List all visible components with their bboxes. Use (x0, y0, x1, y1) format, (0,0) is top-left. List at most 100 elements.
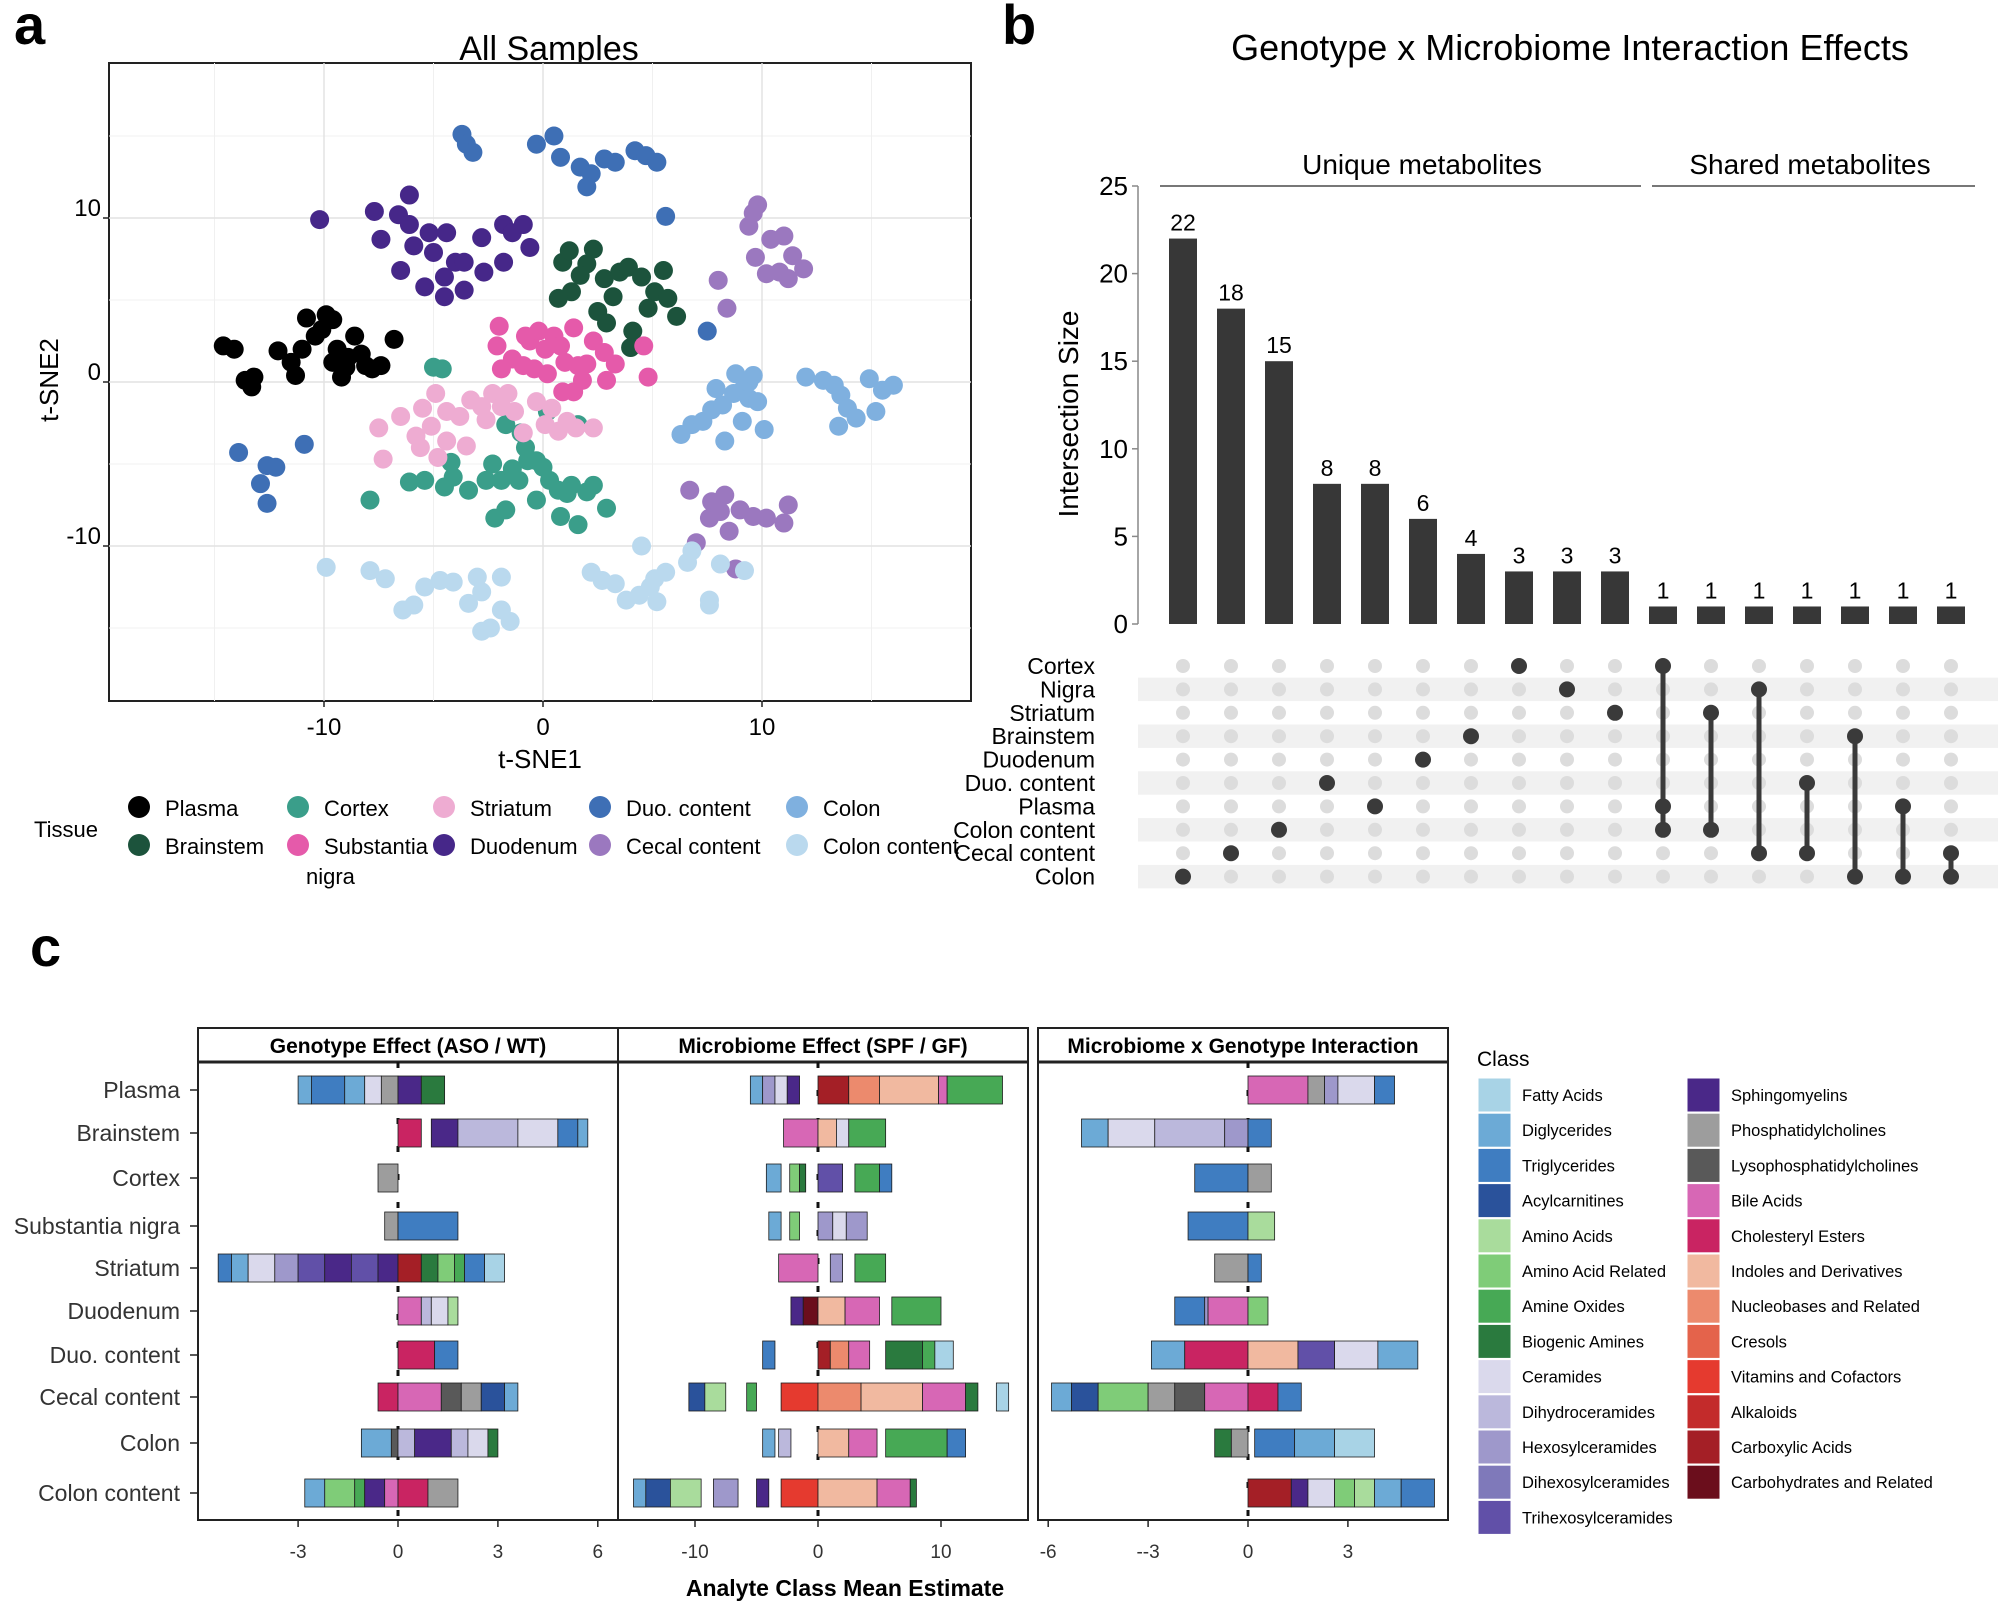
matrix-dot-empty (1464, 752, 1478, 767)
row-label-colon-content: Colon content (38, 1480, 181, 1506)
matrix-dot-empty (1944, 729, 1958, 744)
matrix-dot-empty (1608, 682, 1622, 697)
matrix-dot-empty (1656, 846, 1670, 861)
matrix-dot-empty (1272, 752, 1286, 767)
bar-segment-carboxylic-acids (1247, 1478, 1292, 1508)
matrix-dot-filled (1463, 728, 1479, 745)
bar-segment-amino-acid-related (324, 1478, 356, 1508)
bar-segment-phosphatidylcholines (377, 1163, 399, 1193)
bar-segment-bile-acids (1204, 1382, 1249, 1412)
bar-segment-sphingomyelins (430, 1118, 459, 1148)
bar-segment-indoles-and-derivatives (1247, 1340, 1299, 1370)
point-plasma (332, 367, 352, 387)
matrix-dot-empty (1560, 799, 1574, 814)
legend-label-amine-oxides: Amine Oxides (1522, 1298, 1625, 1316)
legend-swatch-alkaloids (1686, 1394, 1721, 1430)
matrix-dot-empty (1176, 776, 1190, 790)
bar-segment-triglycerides (762, 1340, 776, 1370)
intersection-bar (1793, 606, 1821, 624)
legend-swatch-indoles-and-derivatives (1686, 1253, 1721, 1289)
point-duo-content (647, 152, 667, 172)
matrix-dot-empty (1224, 659, 1238, 673)
bar-segment-phosphatidylcholines (1247, 1163, 1272, 1193)
bar-segment-amine-oxides (891, 1296, 942, 1326)
series-colon (671, 364, 903, 451)
bar-segment-amino-acids (447, 1296, 459, 1326)
legend-swatch-colon-content (786, 834, 808, 856)
x-tick-label: --3 (1136, 1542, 1159, 1563)
point-cortex (561, 475, 581, 495)
point-substantia-nigra (553, 382, 573, 402)
bar-segment-biogenic-amines (799, 1163, 807, 1193)
point-cecal-content (794, 259, 814, 279)
legend-swatch-biogenic-amines (1477, 1323, 1512, 1359)
intersection-bar (1697, 606, 1725, 624)
matrix-dot-empty (1464, 869, 1478, 884)
legend-label-duo-content: Duo. content (626, 796, 751, 821)
bar-segment-amino-acid-related (1247, 1296, 1269, 1326)
point-colon (726, 364, 746, 384)
legend-swatch-diglycerides (1477, 1112, 1512, 1148)
bar-segment-biogenic-amines (885, 1340, 923, 1370)
bar-segment-carboxylic-acids (397, 1253, 422, 1283)
bar-segment-bile-acids (778, 1253, 819, 1283)
class-estimate-panel: Genotype Effect (ASO / WT) -3 0 3 6 Microbiom… (14, 1027, 1933, 1601)
bar-segment-amine-oxides (854, 1163, 880, 1193)
bar-segment-amine-oxides (885, 1428, 948, 1458)
point-cecal-content (756, 508, 776, 528)
point-colon-content (699, 595, 719, 615)
bar-segment-indoles-and-derivatives (817, 1428, 850, 1458)
point-striatum (542, 398, 562, 418)
tsne-x-axis-label: t-SNE1 (498, 744, 582, 774)
bar-value-label: 8 (1369, 455, 1382, 481)
point-duodenum (404, 236, 424, 256)
point-striatum (476, 410, 496, 430)
facet-title: Microbiome Effect (SPF / GF) (678, 1035, 967, 1058)
set-label-brainstem: Brainstem (991, 723, 1095, 749)
bar-segment-triglycerides (1374, 1075, 1395, 1105)
point-striatum (526, 392, 546, 412)
bar-value-label: 1 (1945, 577, 1958, 603)
unique-group-label: Unique metabolites (1302, 149, 1542, 180)
matrix-dot-empty (1512, 822, 1526, 837)
legend-swatch-amine-oxides (1477, 1288, 1512, 1324)
point-cortex (399, 472, 419, 492)
matrix-dot-filled (1895, 798, 1911, 815)
row-label-plasma: Plasma (103, 1077, 180, 1103)
x-tick-label: -6 (1040, 1542, 1057, 1563)
series-colon-content (316, 536, 754, 641)
legend-swatch-ceramides (1477, 1359, 1512, 1395)
bar-segment-lysophosphatidylcholines (390, 1428, 399, 1458)
point-cecal-content (774, 513, 794, 533)
bar-segment-diglycerides (1374, 1478, 1402, 1508)
intersection-bar (1265, 361, 1293, 624)
bar-segment-triglycerides (1254, 1428, 1296, 1458)
bar-segment-hexosylceramides (817, 1211, 834, 1241)
series-striatum (369, 383, 603, 469)
bar-value-label: 4 (1465, 525, 1478, 551)
matrix-dot-filled (1655, 821, 1671, 838)
point-colon (671, 424, 691, 444)
bar-segment-triglycerides (217, 1253, 232, 1283)
x-tick-label: 0 (536, 714, 549, 741)
bar-segment-indoles-and-derivatives (817, 1478, 878, 1508)
point-duodenum (415, 277, 435, 297)
legend-label-cortex: Cortex (324, 796, 389, 821)
bar-segment-cholesteryl-esters (1247, 1382, 1279, 1412)
point-cortex (509, 470, 529, 490)
matrix-dot-empty (1368, 682, 1382, 697)
point-colon-content (360, 561, 380, 581)
bar-value-label: 1 (1705, 577, 1718, 603)
legend-swatch-fatty-acids (1477, 1077, 1512, 1113)
bar-segment-amine-oxides (354, 1478, 366, 1508)
facet-title: Microbiome x Genotype Interaction (1067, 1035, 1418, 1058)
point-colon-content (375, 569, 395, 589)
matrix-dot-empty (1800, 705, 1814, 720)
matrix-dot-filled (1751, 845, 1767, 862)
matrix-dot-empty (1272, 705, 1286, 720)
point-colon (706, 379, 726, 399)
point-brainstem (570, 265, 590, 285)
bar-segment-ceramides (430, 1296, 449, 1326)
point-colon-content (459, 593, 479, 613)
matrix-dot-filled (1271, 821, 1287, 838)
